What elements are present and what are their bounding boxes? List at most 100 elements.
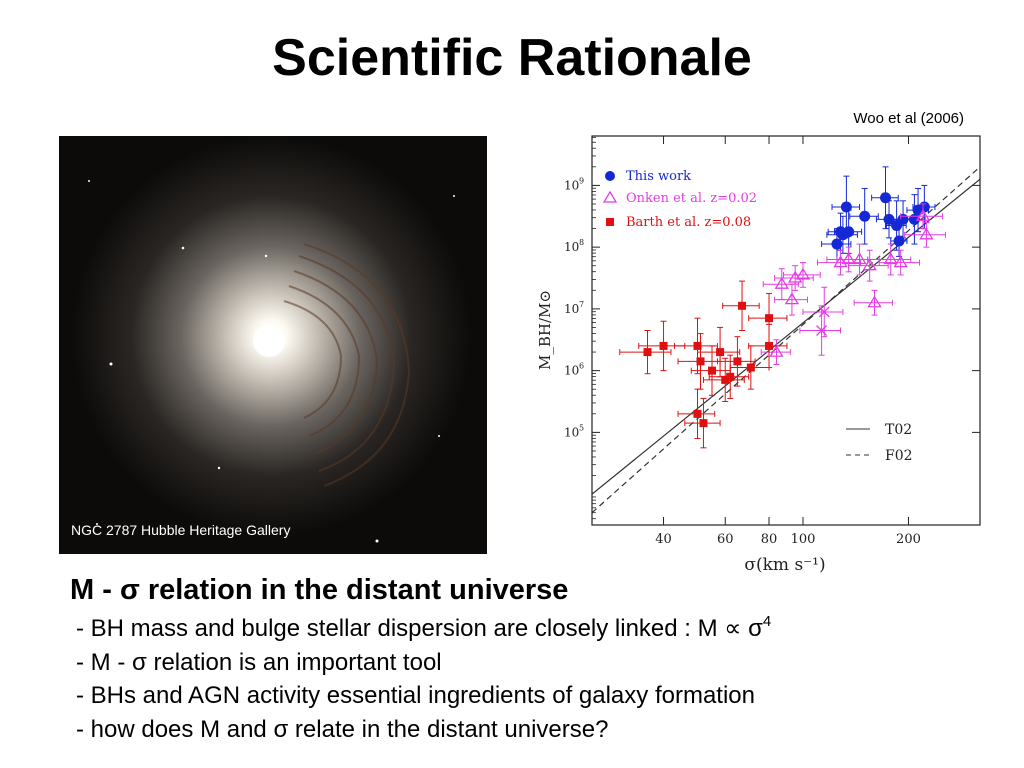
y-tick-exponent: 8 (579, 238, 584, 247)
bullet-text: - BH mass and bulge stellar dispersion a… (76, 615, 725, 642)
marker-square (721, 375, 730, 384)
data-points (619, 166, 946, 449)
marker-circle (859, 210, 871, 222)
data-point-square (677, 388, 716, 440)
data-point-circle (890, 225, 908, 257)
galaxy-image: NGC 2787 Hubble Heritage Gallery (59, 136, 487, 554)
citation: Woo et al (2006) (853, 110, 964, 127)
marker-triangle (769, 344, 784, 357)
data-point-circle (831, 175, 861, 239)
bullet-item: - how does M and σ relate in the distant… (76, 713, 996, 747)
bullet-text: - M - (76, 648, 132, 676)
marker-circle (831, 238, 843, 250)
marker-cross (816, 325, 828, 336)
data-point-square (708, 354, 750, 399)
heading-text-pre: M - (70, 574, 120, 606)
legend-marker-this-work (605, 171, 615, 181)
data-point-triangle (867, 243, 912, 276)
msigma-chart: 40 60 80 100 200 10 5 10 6 10 7 10 8 10 9 This work On… (530, 128, 990, 583)
data-point-square (619, 330, 672, 375)
data-point-square (696, 326, 741, 378)
bullet-item: - BHs and AGN activity essential ingredi… (76, 679, 996, 713)
legend-label-onken: Onken et al. z=0.02 (626, 191, 757, 206)
marker-square (643, 348, 652, 357)
data-point-triangle (783, 262, 821, 288)
y-tick-label: 10 (564, 240, 579, 254)
marker-square (693, 409, 702, 418)
data-point-square (684, 397, 721, 449)
marker-triangle (919, 227, 934, 240)
heading-sigma: σ (119, 574, 140, 606)
slide-title: Scientific Rationale (272, 29, 752, 87)
marker-circle (918, 201, 930, 213)
marker-triangle (915, 209, 931, 221)
bullet-text: - how does M and (76, 715, 274, 743)
bullet-list: - BH mass and bulge stellar dispersion a… (76, 612, 996, 746)
data-point-triangle (848, 249, 889, 282)
x-tick-label: 100 (791, 532, 816, 547)
marker-triangle (862, 258, 877, 271)
data-point-triangle (774, 283, 808, 316)
marker-triangle (795, 267, 811, 280)
exponent: 4 (762, 613, 772, 630)
marker-square (699, 419, 708, 428)
data-point-triangle (878, 249, 920, 276)
bullet-text: relate in the distant universe? (288, 715, 609, 743)
data-point-triangle (900, 203, 943, 230)
data-point-square (722, 280, 760, 331)
data-point-square (677, 333, 721, 390)
y-tick-exponent: 7 (579, 300, 584, 309)
x-tick-label: 80 (761, 532, 778, 547)
y-tick-label: 10 (564, 425, 579, 439)
marker-square (693, 341, 702, 350)
marker-cross (818, 306, 830, 318)
x-tick-label: 40 (655, 532, 672, 547)
bullet-text: - BHs and AGN activity essential ingredi… (76, 682, 755, 709)
y-tick-label: 10 (564, 302, 579, 316)
bullet-text: relation is an important tool (146, 648, 442, 676)
marker-triangle (784, 292, 800, 305)
marker-square (659, 341, 668, 350)
x-tick-label: 60 (717, 532, 734, 547)
data-point-square (716, 336, 756, 387)
y-tick-exponent: 9 (579, 176, 584, 185)
x-tick-label: 200 (896, 532, 921, 547)
marker-triangle (893, 255, 908, 268)
marker-square (746, 363, 755, 372)
y-tick-exponent: 5 (579, 423, 584, 432)
marker-square (765, 314, 774, 323)
bullet-item: - BH mass and bulge stellar dispersion a… (76, 612, 996, 646)
legend-label-f02: F02 (885, 448, 913, 464)
x-axis-label: σ(km s⁻¹) (744, 555, 825, 575)
marker-square (696, 357, 705, 366)
marker-triangle (883, 252, 898, 265)
galaxy-illustration (59, 136, 487, 554)
marker-square (726, 372, 735, 381)
y-tick-exponent: 6 (579, 362, 584, 371)
legend-marker-onken (602, 190, 618, 203)
marker-circle (843, 226, 855, 238)
data-point-triangle (853, 289, 893, 316)
legend-label-barth: Barth et al. z=0.08 (626, 215, 751, 230)
marker-triangle (774, 276, 789, 289)
marker-square (716, 348, 725, 357)
section-heading: M - σ relation in the distant universe (70, 574, 568, 607)
data-point-circle (849, 187, 879, 245)
data-point-triangle (799, 305, 842, 356)
data-point-square (748, 292, 788, 344)
marker-triangle (867, 295, 882, 308)
marker-circle (840, 201, 852, 213)
marker-square (765, 341, 774, 350)
heading-text-post: relation in the distant universe (139, 574, 569, 606)
sigma-symbol: σ (748, 615, 763, 642)
marker-square (733, 357, 742, 366)
legend-marker-barth (606, 218, 614, 226)
plot-frame (591, 135, 981, 526)
data-point-triangle (774, 265, 814, 291)
legend: This work Onken et al. z=0.02 Barth et a… (602, 169, 913, 464)
y-tick-label: 10 (564, 364, 579, 378)
marker-square (738, 301, 747, 310)
data-point-triangle (760, 339, 791, 365)
image-caption: NGC 2787 Hubble Heritage Gallery (71, 522, 291, 538)
